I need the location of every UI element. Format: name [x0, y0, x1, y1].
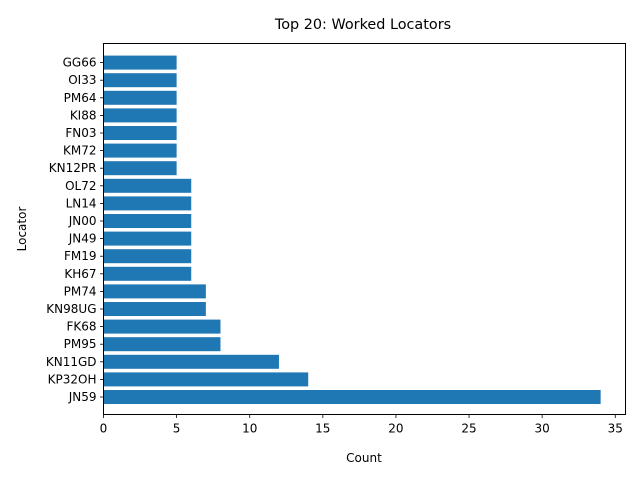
bar-fk68 — [103, 319, 221, 334]
bar-jn59 — [103, 390, 601, 404]
x-tick-label: 0 — [100, 422, 108, 436]
y-tick-label: KP32OH — [48, 372, 97, 386]
y-tick-label: GG66 — [63, 56, 97, 70]
y-tick-label: JN59 — [68, 390, 97, 404]
y-tick-label: PM95 — [64, 337, 97, 351]
bar-pm64 — [103, 90, 177, 105]
y-tick-label: JN49 — [68, 232, 97, 246]
bar-kn11gd — [103, 354, 279, 369]
y-tick-label: KM72 — [63, 144, 97, 158]
x-tick-label: 10 — [242, 422, 257, 436]
y-tick-label: FN03 — [65, 126, 96, 140]
y-tick-label: FK68 — [66, 320, 96, 334]
bar-pm74 — [103, 284, 206, 299]
y-tick-label: KI88 — [70, 108, 97, 122]
y-tick-label: OL72 — [65, 179, 96, 193]
y-axis-ticks: JN59 KP32OH KN11GD PM95 FK68 KN98UG PM74 KH67 FM… — [46, 56, 104, 404]
bar-kp32oh — [103, 372, 309, 387]
y-tick-label: OI33 — [68, 73, 96, 87]
x-tick-label: 25 — [461, 422, 476, 436]
y-tick-label: KH67 — [64, 267, 96, 281]
x-axis-label: Count — [346, 451, 382, 465]
y-tick-label: KN12PR — [49, 161, 97, 175]
y-tick-label: KN98UG — [46, 302, 96, 316]
bar-gg66 — [103, 55, 177, 70]
plot-frame — [103, 43, 626, 415]
x-tick-label: 5 — [173, 422, 181, 436]
bars-group — [103, 55, 601, 404]
bar-jn49 — [103, 231, 192, 246]
bar-pm95 — [103, 337, 221, 352]
x-tick-label: 15 — [315, 422, 330, 436]
x-tick-label: 35 — [608, 422, 623, 436]
y-tick-label: PM64 — [64, 91, 97, 105]
bar-fm19 — [103, 249, 192, 264]
bar-ki88 — [103, 108, 177, 123]
y-tick-label: LN14 — [66, 196, 97, 210]
y-tick-label: FM19 — [64, 249, 97, 263]
x-tick-label: 30 — [535, 422, 550, 436]
bar-kn12pr — [103, 161, 177, 176]
bar-kn98ug — [103, 302, 206, 316]
bar-oi33 — [103, 73, 177, 88]
x-tick-label: 20 — [388, 422, 403, 436]
chart-title: Top 20: Worked Locators — [274, 17, 451, 33]
y-axis-label: Locator — [15, 207, 29, 252]
bar-kh67 — [103, 266, 192, 281]
y-tick-label: KN11GD — [46, 355, 97, 369]
y-tick-label: PM74 — [64, 284, 97, 298]
bar-jn00 — [103, 214, 192, 228]
bar-fn03 — [103, 126, 177, 140]
y-tick-label: JN00 — [68, 214, 97, 228]
bar-km72 — [103, 143, 177, 158]
bar-ol72 — [103, 178, 192, 193]
x-axis-ticks: 0 5 10 15 20 25 30 35 — [100, 414, 623, 436]
bar-ln14 — [103, 196, 192, 211]
